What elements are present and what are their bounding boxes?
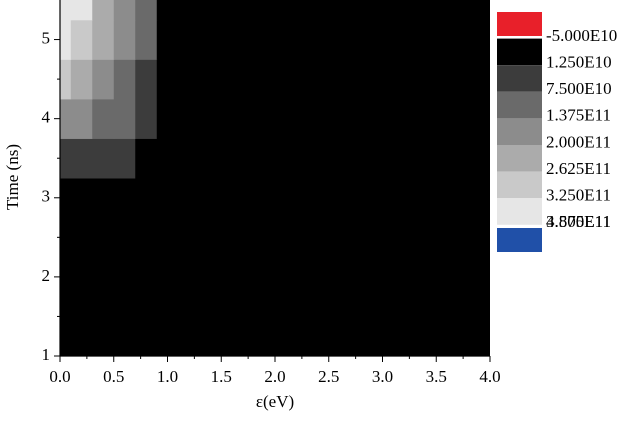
contour-cell bbox=[92, 178, 115, 278]
legend-swatch bbox=[497, 91, 542, 119]
contour-cell bbox=[60, 98, 72, 139]
contour-cell bbox=[135, 138, 158, 179]
legend-swatch bbox=[497, 198, 542, 225]
contour-cell bbox=[113, 178, 136, 278]
contour-cell bbox=[70, 138, 93, 179]
legend-swatch bbox=[497, 12, 542, 36]
x-tick-label: 3.5 bbox=[426, 367, 447, 386]
contour-cell bbox=[92, 98, 115, 139]
x-tick-label: 4.0 bbox=[479, 367, 500, 386]
y-tick-label: 3 bbox=[42, 187, 51, 206]
contour-cell bbox=[135, 276, 158, 356]
contour-cell bbox=[113, 98, 136, 139]
contour-cell bbox=[92, 59, 115, 100]
legend-label: 4.500E11 bbox=[546, 212, 611, 231]
legend-label: 7.500E10 bbox=[546, 79, 612, 98]
contour-cell bbox=[92, 138, 115, 179]
x-tick-label: 1.5 bbox=[211, 367, 232, 386]
legend-label: 3.875E11 bbox=[546, 212, 611, 231]
contour-cell bbox=[156, 138, 330, 179]
contour-cell bbox=[135, 19, 158, 60]
legend-label: 2.000E11 bbox=[546, 132, 611, 151]
legend-label: -5.000E10 bbox=[546, 26, 617, 45]
contour-cell bbox=[135, 178, 158, 278]
contour-cell bbox=[135, 98, 158, 139]
contour-cell bbox=[70, 276, 93, 356]
x-tick-label: 2.0 bbox=[264, 367, 285, 386]
legend-swatch bbox=[497, 171, 542, 199]
contour-cell bbox=[113, 19, 136, 60]
x-axis-label: ε(eV) bbox=[256, 392, 294, 411]
legend-swatch bbox=[497, 38, 542, 66]
contour-cell bbox=[156, 276, 330, 356]
contour-cell bbox=[328, 178, 490, 278]
legend-label: 2.625E11 bbox=[546, 159, 611, 178]
contour-cell bbox=[113, 138, 136, 179]
contour-cell bbox=[92, 19, 115, 60]
x-tick-label: 2.5 bbox=[318, 367, 339, 386]
contour-cell bbox=[135, 0, 158, 21]
x-tick-label: 0.0 bbox=[49, 367, 70, 386]
contour-cell bbox=[60, 0, 72, 21]
contour-cell bbox=[92, 276, 115, 356]
contour-cell bbox=[135, 59, 158, 100]
contour-cell bbox=[60, 276, 72, 356]
contour-cell bbox=[70, 178, 93, 278]
x-tick-label: 0.5 bbox=[103, 367, 124, 386]
contour-cell bbox=[156, 19, 330, 60]
contour-cell bbox=[113, 59, 136, 100]
contour-cell bbox=[113, 0, 136, 21]
contour-cell bbox=[328, 59, 490, 100]
contour-cell bbox=[328, 138, 490, 179]
contour-cell bbox=[70, 98, 93, 139]
contour-cell bbox=[328, 276, 490, 356]
legend-swatch bbox=[497, 228, 542, 252]
contour-cell bbox=[60, 59, 72, 100]
contour-cell bbox=[60, 19, 72, 60]
contour-cell bbox=[156, 178, 330, 278]
contour-cell bbox=[156, 59, 330, 100]
contour-cell bbox=[70, 59, 93, 100]
legend-swatch bbox=[497, 118, 542, 145]
contour-cell bbox=[156, 98, 330, 139]
contour-cell bbox=[92, 0, 115, 21]
y-axis-label: Time (ns) bbox=[3, 144, 22, 210]
y-tick-label: 4 bbox=[42, 108, 51, 127]
contour-cell bbox=[328, 0, 490, 21]
legend-label: 3.250E11 bbox=[546, 186, 611, 205]
contour-cell bbox=[328, 19, 490, 60]
y-tick-label: 5 bbox=[42, 28, 51, 47]
x-tick-label: 1.0 bbox=[157, 367, 178, 386]
x-tick-label: 3.0 bbox=[372, 367, 393, 386]
legend-label: 1.250E10 bbox=[546, 53, 612, 72]
legend-swatch bbox=[497, 65, 542, 92]
contour-field bbox=[60, 0, 490, 356]
contour-cell bbox=[328, 98, 490, 139]
contour-cell bbox=[156, 0, 330, 21]
contour-cell bbox=[113, 276, 136, 356]
legend-label: 1.375E11 bbox=[546, 106, 611, 125]
contour-cell bbox=[70, 19, 93, 60]
contour-cell bbox=[60, 178, 72, 278]
legend-swatch bbox=[497, 145, 542, 172]
contour-cell bbox=[70, 0, 93, 21]
contour-cell bbox=[60, 138, 72, 179]
y-tick-label: 1 bbox=[42, 345, 51, 364]
y-tick-label: 2 bbox=[42, 266, 51, 285]
